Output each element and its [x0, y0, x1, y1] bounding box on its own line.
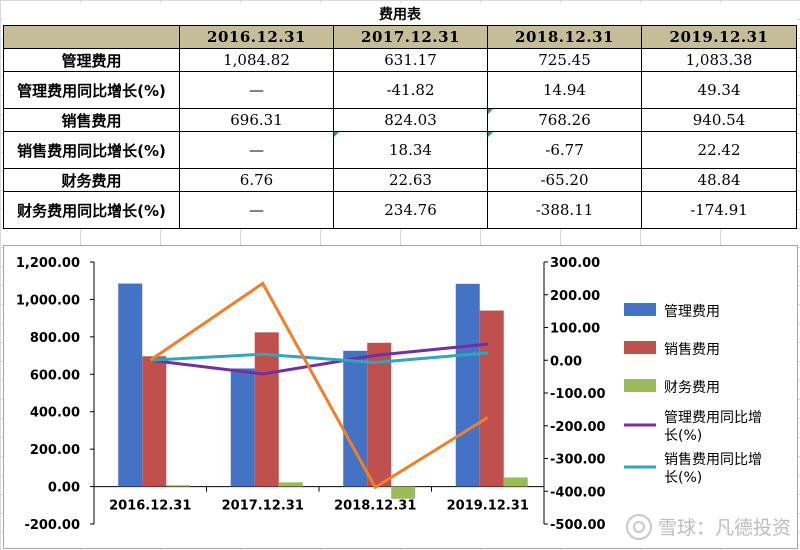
table-cell: 824.03 — [333, 108, 488, 132]
row-label: 管理费用同比增长(%) — [3, 71, 180, 109]
header-blank-cell — [3, 25, 180, 49]
bar-2 — [254, 332, 279, 487]
legend-swatch — [624, 341, 656, 354]
table-cell: — — [179, 131, 334, 169]
table-cell: -6.77 — [487, 131, 642, 169]
right-axis-tick-label: -300.00 — [550, 453, 606, 468]
left-axis-tick-label: 0.00 — [48, 481, 80, 496]
bar-1 — [455, 283, 480, 487]
legend-label: 管理费用同比增 — [664, 410, 762, 426]
bar-2 — [479, 310, 504, 487]
row-label: 销售费用同比增长(%) — [3, 131, 180, 169]
legend-label: 管理费用 — [664, 304, 720, 320]
right-axis-tick-label: -100.00 — [550, 387, 606, 402]
table-row: 管理费用 1,084.82 631.17 725.45 1,083.38 — [3, 48, 798, 72]
table-cell: 14.94 — [487, 71, 642, 109]
table-cell: 48.84 — [640, 168, 798, 192]
legend-swatch — [624, 303, 656, 316]
header-cell: 2019.12.31 — [640, 25, 798, 49]
bar-1 — [230, 368, 255, 487]
header-cell: 2018.12.31 — [487, 25, 642, 49]
category-label: 2019.12.31 — [447, 499, 529, 514]
legend-swatch — [624, 379, 656, 392]
bar-3 — [278, 482, 303, 487]
legend-label: 长(%) — [664, 428, 702, 444]
table-cell: 18.34 — [333, 131, 488, 169]
table-cell: 631.17 — [333, 48, 488, 72]
left-axis-tick-label: 200.00 — [30, 443, 80, 458]
row-label: 销售费用 — [3, 108, 180, 132]
category-label: 2018.12.31 — [334, 499, 416, 514]
right-axis-tick-label: 300.00 — [550, 256, 600, 271]
table-row: 销售费用同比增长(%) — 18.34 -6.77 22.42 — [3, 131, 798, 169]
left-axis-tick-label: 800.00 — [30, 331, 80, 346]
expense-table: 费用表 2016.12.31 2017.12.31 2018.12.31 201… — [3, 3, 798, 229]
snowball-logo-icon — [625, 513, 652, 540]
table-cell: 22.42 — [640, 131, 798, 169]
line-series-1 — [150, 342, 488, 376]
legend-label: 销售费用 — [664, 342, 720, 358]
table-cell: -388.11 — [487, 191, 642, 229]
legend-label: 销售费用同比增 — [664, 452, 762, 468]
right-axis-tick-label: -400.00 — [550, 485, 606, 500]
left-axis-tick-label: 600.00 — [30, 368, 80, 383]
table-row: 财务费用 6.76 22.63 -65.20 48.84 — [3, 168, 798, 192]
left-axis-tick-label: 1,000.00 — [16, 293, 80, 308]
table-cell: 768.26 — [487, 108, 642, 132]
table-cell: 940.54 — [640, 108, 798, 132]
bar-3 — [391, 486, 416, 499]
right-axis-tick-label: -200.00 — [550, 420, 606, 435]
right-axis-tick-label: 200.00 — [550, 289, 600, 304]
header-cell: 2017.12.31 — [333, 25, 488, 49]
line-series-2 — [150, 351, 488, 364]
table-row: 销售费用 696.31 824.03 768.26 940.54 — [3, 108, 798, 132]
right-axis-tick-label: -500.00 — [550, 518, 606, 533]
table-cell: -65.20 — [487, 168, 642, 192]
table-cell: — — [179, 191, 334, 229]
right-axis-tick-label: 0.00 — [550, 354, 582, 369]
table-cell: 49.34 — [640, 71, 798, 109]
table-cell: 1,084.82 — [179, 48, 334, 72]
table-cell: -174.91 — [640, 191, 798, 229]
table-cell: 725.45 — [487, 48, 642, 72]
legend-label: 长(%) — [664, 470, 702, 486]
table-cell: 234.76 — [333, 191, 488, 229]
left-axis-tick-label: -200.00 — [24, 518, 80, 533]
table-title: 费用表 — [3, 3, 797, 26]
legend-label: 财务费用 — [664, 380, 720, 396]
bar-3 — [503, 477, 528, 487]
watermark: 雪球：凡德投资 — [625, 513, 791, 540]
table-cell: — — [179, 71, 334, 109]
table-cell: 6.76 — [179, 168, 334, 192]
header-cell: 2016.12.31 — [179, 25, 334, 49]
line-series-3 — [149, 281, 489, 490]
chart-canvas: 1,200.00 1,000.00 800.00 600.00 400.00 200.00… — [16, 256, 762, 533]
category-label: 2016.12.31 — [109, 499, 191, 514]
bar-2 — [142, 356, 167, 487]
table-cell: 22.63 — [333, 168, 488, 192]
row-label: 管理费用 — [3, 48, 180, 72]
bar-2 — [367, 342, 392, 487]
row-label: 财务费用 — [3, 168, 180, 192]
table-cell: 696.31 — [179, 108, 334, 132]
left-axis-tick-label: 1,200.00 — [16, 256, 80, 271]
table-row: 财务费用同比增长(%) — 234.76 -388.11 -174.91 — [3, 191, 798, 229]
left-axis-tick-label: 400.00 — [30, 406, 80, 421]
expense-chart[interactable]: 1,200.00 1,000.00 800.00 600.00 400.00 200.00… — [3, 245, 798, 549]
header-row: 2016.12.31 2017.12.31 2018.12.31 2019.12… — [3, 25, 798, 49]
right-axis-tick-label: 100.00 — [550, 322, 600, 337]
bar-1 — [118, 283, 143, 487]
row-label: 财务费用同比增长(%) — [3, 191, 180, 229]
watermark-text: 雪球：凡德投资 — [657, 517, 791, 539]
table-row: 管理费用同比增长(%) — -41.82 14.94 49.34 — [3, 71, 798, 109]
table-cell: -41.82 — [333, 71, 488, 109]
bar-3 — [166, 485, 191, 487]
table-cell: 1,083.38 — [640, 48, 798, 72]
category-label: 2017.12.31 — [222, 499, 304, 514]
